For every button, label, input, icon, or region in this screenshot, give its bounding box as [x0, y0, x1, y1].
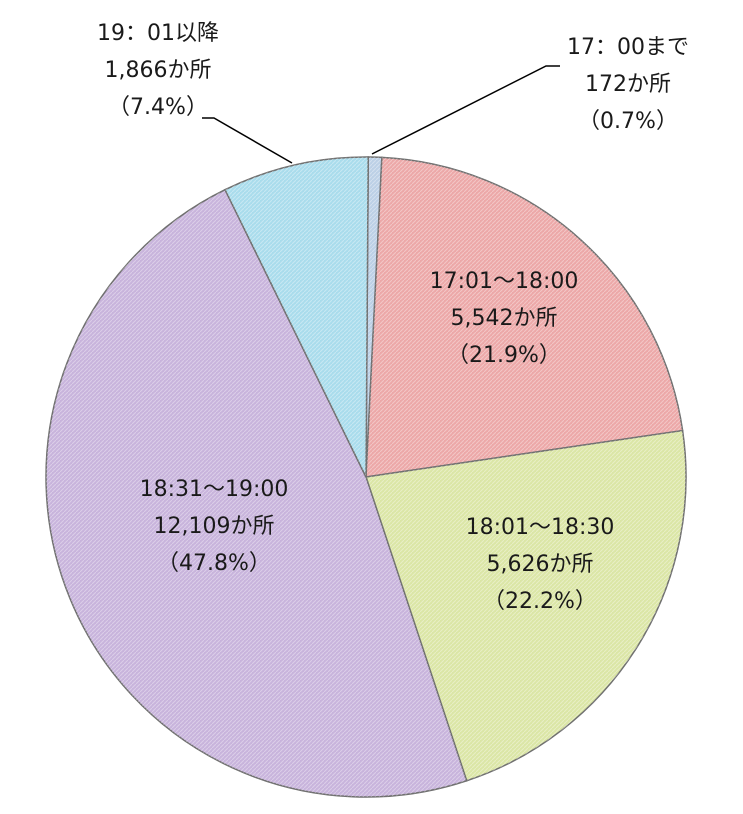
pie-slice-hatch — [366, 157, 683, 477]
data-label-count: 5,626か所 — [487, 552, 594, 577]
pie-slice-hatch — [46, 189, 467, 797]
data-label-category: 19：01以降 — [97, 21, 219, 46]
data-label-category: 17:01～18:00 — [430, 269, 579, 294]
leader-line — [202, 117, 293, 164]
data-label-count: 12,109か所 — [154, 514, 275, 539]
data-label-category: 18:31～19:00 — [140, 477, 289, 502]
pie-slice-hatch — [366, 430, 686, 781]
data-label-count: 172か所 — [585, 72, 671, 97]
data-label-percent: （21.9%） — [447, 343, 561, 368]
data-label-count: 1,866か所 — [105, 58, 212, 83]
data-label-count: 5,542か所 — [451, 306, 558, 331]
data-label-category: 17：00まで — [567, 35, 689, 60]
leader-line — [371, 65, 560, 155]
pie-slice-hatch — [225, 157, 369, 477]
data-label-percent: （7.4%） — [108, 95, 208, 120]
pie-slice — [224, 156, 369, 478]
pie-slice — [365, 429, 687, 782]
pie-slice — [365, 156, 684, 478]
pie-slice — [45, 188, 468, 798]
data-label-percent: （0.7%） — [578, 109, 678, 134]
data-label-percent: （22.2%） — [483, 589, 597, 614]
data-label-category: 18:01～18:30 — [466, 515, 615, 540]
data-label-percent: （47.8%） — [157, 551, 271, 576]
